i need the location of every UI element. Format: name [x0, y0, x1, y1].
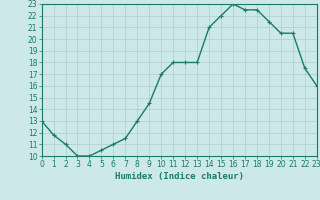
X-axis label: Humidex (Indice chaleur): Humidex (Indice chaleur) [115, 172, 244, 181]
